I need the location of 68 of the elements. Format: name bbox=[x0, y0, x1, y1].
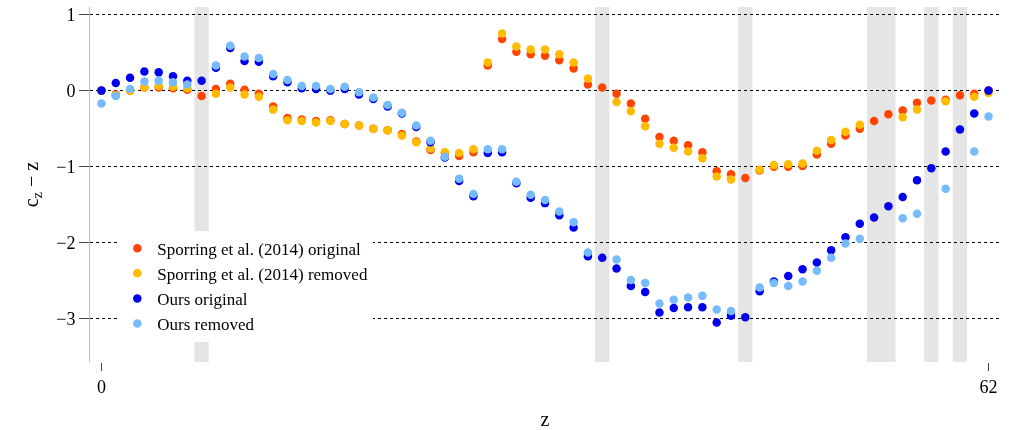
point bbox=[154, 76, 163, 85]
point bbox=[211, 89, 221, 98]
legend-label: Ours removed bbox=[157, 315, 255, 335]
y-tick-label: −1 bbox=[56, 156, 76, 177]
point bbox=[583, 74, 593, 83]
point bbox=[855, 234, 865, 244]
point bbox=[583, 248, 593, 257]
y-tick-label: −3 bbox=[56, 308, 76, 329]
point bbox=[669, 295, 679, 304]
point bbox=[698, 291, 707, 301]
point bbox=[826, 135, 836, 145]
y-tick-label: 1 bbox=[66, 4, 76, 25]
point bbox=[698, 154, 707, 163]
point bbox=[798, 277, 807, 286]
point bbox=[755, 283, 764, 292]
point bbox=[783, 281, 793, 291]
point bbox=[712, 305, 721, 314]
point bbox=[712, 172, 721, 181]
point bbox=[254, 53, 264, 63]
point bbox=[640, 122, 650, 131]
point bbox=[168, 78, 178, 87]
point bbox=[240, 90, 249, 99]
point bbox=[683, 147, 693, 156]
point bbox=[140, 77, 149, 86]
point bbox=[941, 184, 950, 193]
point bbox=[726, 306, 736, 316]
legend-label: Sporring et al. (2014) original bbox=[157, 239, 362, 259]
y-tick-label: −2 bbox=[56, 232, 76, 253]
point bbox=[555, 49, 564, 59]
point bbox=[912, 105, 922, 114]
point bbox=[183, 80, 192, 89]
point bbox=[225, 83, 235, 92]
point bbox=[898, 112, 907, 122]
point bbox=[984, 112, 993, 121]
point bbox=[655, 299, 664, 308]
point bbox=[726, 175, 736, 184]
point bbox=[97, 99, 106, 108]
x-axis-title: z bbox=[540, 408, 550, 430]
legend-label: Ours original bbox=[157, 290, 248, 310]
point bbox=[512, 42, 521, 51]
point bbox=[640, 278, 650, 288]
point bbox=[497, 29, 507, 38]
point bbox=[841, 239, 850, 248]
point bbox=[812, 266, 822, 276]
point bbox=[626, 106, 636, 116]
point bbox=[483, 144, 493, 154]
point bbox=[569, 217, 578, 227]
point bbox=[540, 45, 550, 54]
point bbox=[970, 147, 979, 156]
point bbox=[555, 207, 564, 216]
point bbox=[669, 143, 679, 152]
point bbox=[683, 293, 693, 302]
point bbox=[626, 275, 636, 285]
point bbox=[612, 255, 621, 264]
point bbox=[812, 146, 822, 155]
point bbox=[841, 127, 850, 136]
point bbox=[612, 97, 621, 107]
legend-label: Sporring et al. (2014) removed bbox=[157, 264, 368, 284]
point bbox=[855, 120, 865, 130]
y-tick-label: 0 bbox=[66, 80, 76, 101]
point bbox=[826, 253, 836, 263]
point bbox=[898, 214, 907, 223]
point bbox=[526, 45, 535, 54]
point bbox=[912, 209, 922, 219]
x-tick-label: 62 bbox=[979, 376, 998, 397]
point bbox=[569, 58, 578, 67]
point bbox=[655, 139, 664, 149]
point bbox=[240, 52, 249, 61]
